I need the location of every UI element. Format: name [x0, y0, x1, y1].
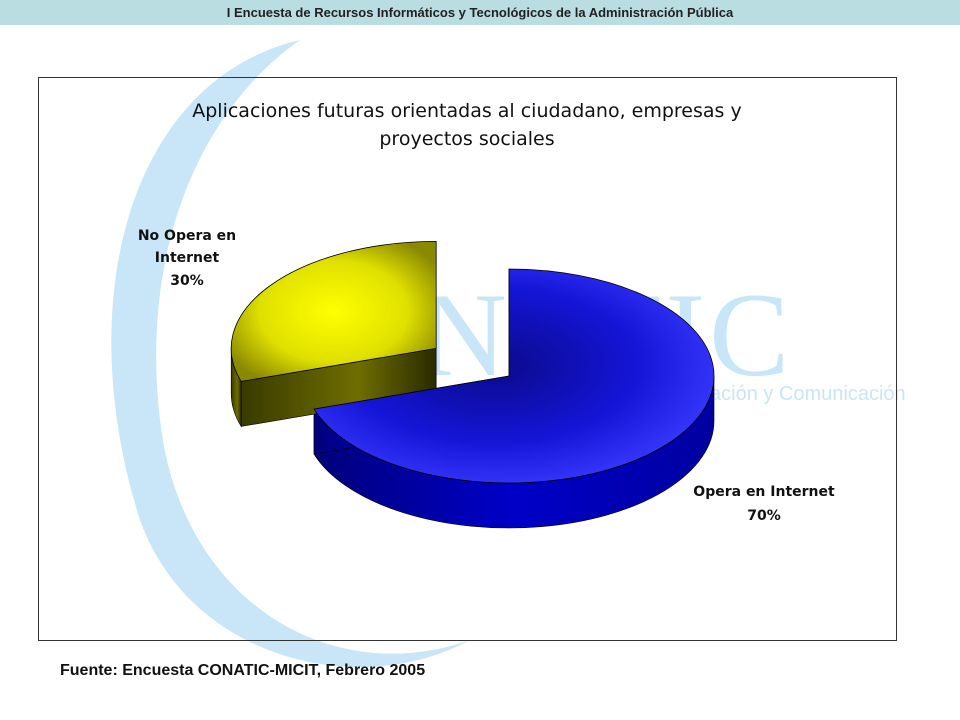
header-bar	[0, 0, 960, 25]
chart-frame	[38, 77, 897, 641]
slice-opera-en-internet-top	[313, 268, 715, 484]
slice-label-opera-pct: 70%	[747, 508, 781, 524]
slice-label-opera-line-1: Opera en Internet	[693, 484, 835, 500]
source-note: Fuente: Encuesta CONATIC-MICIT, Febrero …	[60, 662, 426, 679]
chart-title-line-1: Aplicaciones futuras orientadas al ciuda…	[192, 100, 741, 122]
slice-label-no-opera-line-1: No Opera en	[138, 228, 236, 244]
slice-no-opera-en-internet-top	[230, 240, 437, 382]
slice-label-no-opera-pct: 30%	[170, 273, 204, 289]
page-title: I Encuesta de Recursos Informáticos y Te…	[226, 5, 734, 20]
slice-label-no-opera-line-2: Internet	[155, 250, 220, 266]
chart-title-line-2: proyectos sociales	[379, 128, 554, 150]
watermark-tagline: ación y Comunicación	[710, 383, 906, 405]
